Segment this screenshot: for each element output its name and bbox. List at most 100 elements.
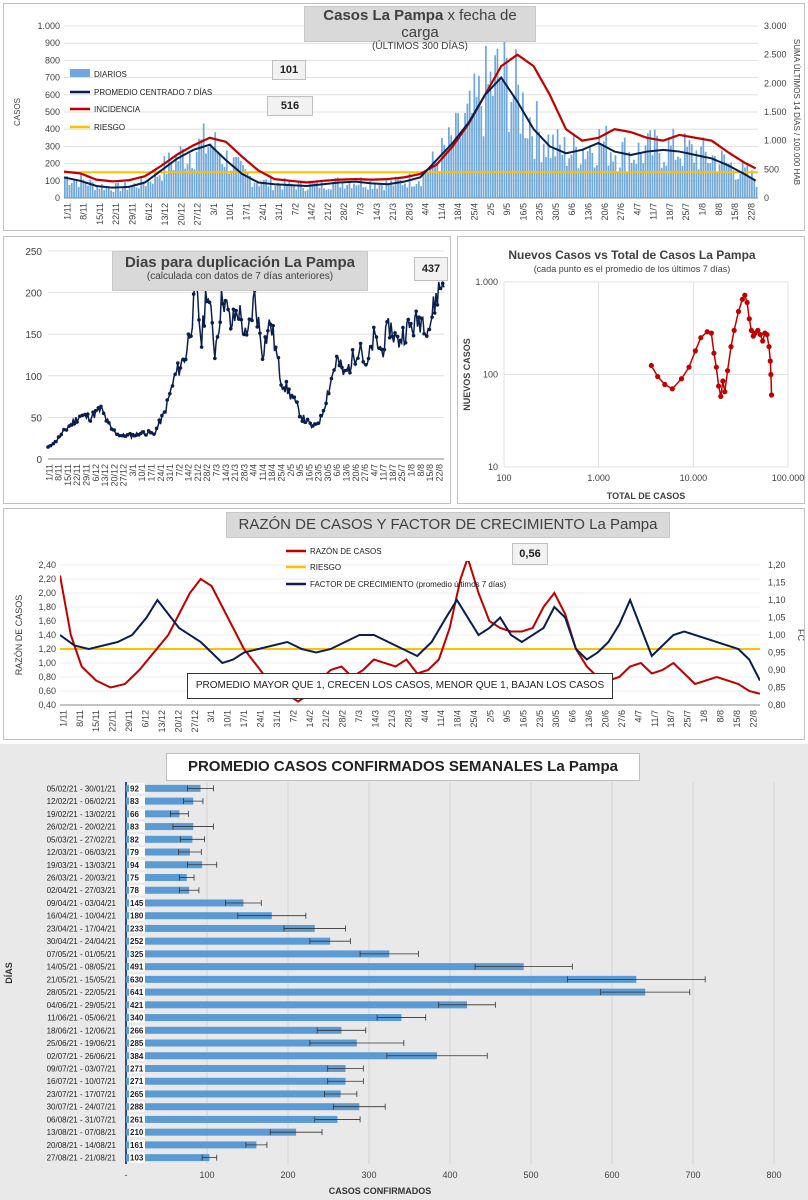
- daily-bar: [401, 185, 404, 198]
- scatter-point: [728, 344, 734, 350]
- daily-bar: [482, 136, 485, 198]
- scatter-point: [724, 368, 731, 374]
- daily-bar: [552, 134, 554, 198]
- daily-bar: [522, 92, 524, 198]
- week-bar: [126, 1001, 468, 1009]
- duplicacion-point: [258, 331, 262, 335]
- daily-bar: [572, 133, 575, 198]
- y2-axis-title: SUMA ÚLTIMOS 14 DÍAS / 100.000 HAB: [792, 39, 801, 185]
- value-label-bg: [129, 999, 145, 1010]
- duplicacion-point: [96, 405, 101, 410]
- casos-xtick: 11/7: [649, 203, 659, 220]
- razon-xtick: 20/12: [173, 710, 183, 733]
- category-label: 11/06/21 - 05/06/21: [47, 1014, 116, 1023]
- daily-bar: [186, 164, 189, 198]
- daily-bar: [473, 73, 476, 198]
- daily-bar: [258, 186, 261, 198]
- duplicacion-xtick: 1/8: [407, 464, 417, 477]
- daily-bar: [77, 186, 80, 198]
- razon-xtick: 8/8: [716, 710, 726, 723]
- duplicacion-xtick: 24/1: [156, 464, 166, 482]
- razon-xtick: 6/6: [568, 710, 578, 723]
- daily-bar: [158, 175, 161, 198]
- daily-bar: [450, 135, 453, 198]
- diarios-callout: 101: [272, 60, 306, 80]
- daily-bar: [635, 164, 638, 198]
- duplicacion-point: [189, 334, 193, 338]
- y2-tick-label: 0,95: [768, 648, 786, 658]
- y-tick-label: 0,60: [38, 686, 56, 696]
- week-bar: [126, 1090, 341, 1098]
- scatter-point: [713, 364, 719, 370]
- duplicacion-point: [112, 428, 117, 432]
- y-tick-label: 1.000: [475, 277, 498, 287]
- daily-bar: [697, 169, 700, 198]
- x-axis-title: TOTAL DE CASOS: [607, 491, 686, 501]
- week-bar: [126, 912, 272, 920]
- y-tick-label: 150: [25, 330, 42, 341]
- daily-bar: [475, 97, 478, 198]
- duplicacion-point: [160, 413, 164, 418]
- daily-bar: [533, 158, 536, 198]
- scatter-point: [742, 292, 748, 298]
- daily-bar: [693, 162, 695, 198]
- duplicacion-xtick: 1/11: [44, 464, 54, 481]
- razon-xtick: 25/7: [683, 710, 693, 728]
- daily-bar: [623, 137, 626, 198]
- duplicacion-xtick: 17/1: [147, 464, 157, 482]
- duplicacion-xtick: 8/11: [54, 464, 64, 481]
- y2-tick-label: 1.500: [764, 107, 787, 117]
- daily-bar: [607, 165, 610, 198]
- daily-bar: [216, 152, 219, 198]
- casos-xtick: 27/6: [616, 203, 626, 221]
- daily-bar: [212, 148, 214, 198]
- duplicacion-point: [165, 398, 169, 402]
- duplicacion-xtick: 29/11: [82, 464, 92, 486]
- daily-bar: [256, 183, 258, 198]
- daily-bar: [744, 167, 746, 198]
- x-tick-label: 500: [523, 1170, 538, 1180]
- duplicacion-point: [210, 320, 215, 325]
- x-tick-label: 400: [442, 1170, 457, 1180]
- duplicacion-xtick: 15/11: [63, 464, 73, 486]
- scatter-point: [704, 329, 710, 335]
- duplicacion-point: [403, 341, 408, 345]
- value-label-bg: [129, 808, 145, 819]
- scatter-point: [692, 348, 698, 354]
- y2-tick-label: 1,20: [768, 560, 786, 570]
- casos-xtick: 25/4: [470, 203, 480, 221]
- daily-bar: [239, 160, 242, 198]
- daily-bar: [586, 151, 589, 198]
- value-label: 233: [130, 924, 144, 933]
- duplicacion-point: [276, 355, 281, 360]
- value-label-bg: [129, 847, 145, 858]
- razon-xtick: 7/3: [354, 710, 364, 723]
- value-label-bg: [129, 1101, 145, 1112]
- daily-bar: [609, 152, 612, 198]
- daily-bar: [114, 182, 117, 198]
- daily-bar: [360, 177, 362, 198]
- category-label: 06/08/21 - 31/07/21: [47, 1115, 117, 1124]
- daily-bar: [531, 136, 534, 198]
- daily-bar: [658, 153, 661, 198]
- duplicacion-xtick: 13/12: [100, 464, 110, 487]
- daily-bar: [353, 183, 355, 198]
- daily-bar: [262, 179, 265, 198]
- duplicacion-point: [64, 428, 69, 432]
- duplicacion-point: [337, 363, 342, 368]
- x-tick-label: -: [125, 1170, 128, 1180]
- y-tick-label: 600: [45, 90, 60, 100]
- duplicacion-point: [348, 371, 352, 375]
- duplicacion-point: [432, 311, 437, 315]
- duplicacion-point: [46, 445, 50, 449]
- duplicacion-point: [411, 333, 416, 338]
- duplicacion-point: [358, 341, 363, 346]
- x-tick-label: 10.000: [680, 473, 708, 483]
- category-label: 23/04/21 - 17/04/21: [47, 924, 117, 933]
- daily-bar: [295, 189, 298, 198]
- daily-bar: [66, 176, 69, 198]
- daily-bar: [195, 151, 198, 198]
- scatter-point: [731, 327, 737, 333]
- duplicacion-point: [289, 393, 294, 398]
- daily-bar: [498, 76, 501, 198]
